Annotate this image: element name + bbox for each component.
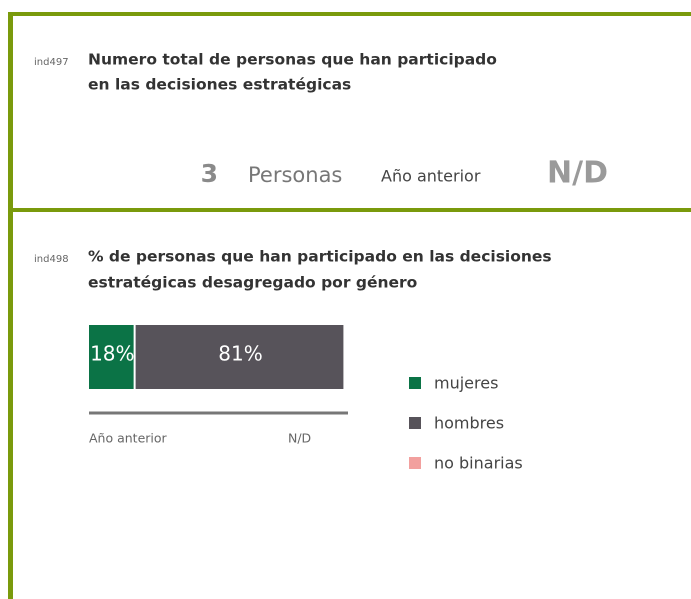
- bar-segment: [89, 325, 134, 389]
- indicator-title: en las decisiones estratégicas: [88, 76, 351, 94]
- kpi-unit: Personas: [248, 163, 342, 187]
- indicator-code: ind498: [34, 254, 69, 265]
- data-label: 81%: [218, 342, 262, 366]
- previous-label: Año anterior: [381, 167, 481, 186]
- previous-value: N/D: [547, 156, 608, 191]
- legend-swatch: [409, 377, 421, 389]
- top-border: [8, 12, 691, 16]
- previous-label: Año anterior: [89, 431, 168, 446]
- legend-swatch: [409, 457, 421, 469]
- indicator-title: % de personas que han participado en las…: [88, 248, 552, 266]
- data-label: 18%: [90, 342, 134, 366]
- legend-label: hombres: [434, 414, 504, 433]
- kpi-value: 3: [201, 159, 218, 188]
- bar-segment: [135, 325, 344, 389]
- legend-label: no binarias: [434, 454, 523, 473]
- indicator-code: ind497: [34, 57, 69, 68]
- separator: [8, 208, 691, 212]
- indicator-title: estratégicas desagregado por género: [88, 274, 417, 292]
- previous-value: N/D: [288, 431, 311, 446]
- left-border: [8, 12, 13, 599]
- legend-swatch: [409, 417, 421, 429]
- indicator-title: Numero total de personas que han partici…: [88, 51, 497, 69]
- legend-label: mujeres: [434, 374, 498, 393]
